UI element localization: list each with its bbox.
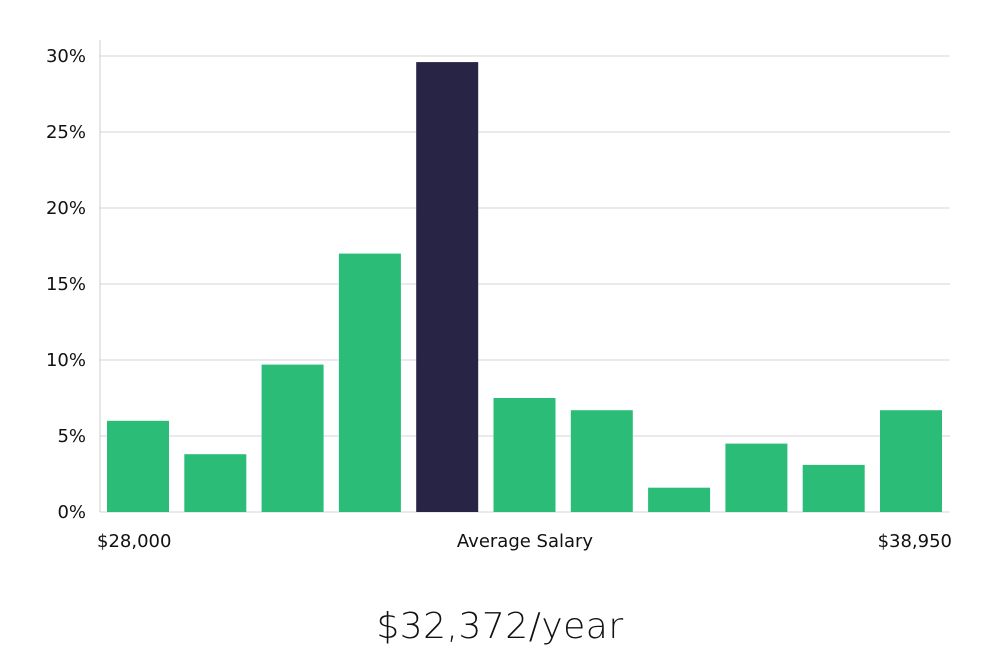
y-tick-label: 30% <box>46 46 86 67</box>
bar <box>107 420 169 512</box>
average-salary-value: $32,372/year <box>376 606 624 647</box>
bar <box>570 410 633 512</box>
x-label-average: Average Salary <box>457 531 594 552</box>
bar-average-salary <box>416 62 479 512</box>
salary-distribution-chart: 0% 5% 10% 15% 20% 25% 30% $28,000 Average Sala… <box>46 40 952 552</box>
y-tick-label: 0% <box>57 502 86 523</box>
bar <box>338 253 401 512</box>
bar <box>725 443 788 512</box>
bar <box>802 464 865 512</box>
x-label-min: $28,000 <box>97 531 171 552</box>
y-tick-label: 25% <box>46 122 86 143</box>
y-tick-label: 15% <box>46 274 86 295</box>
gridlines <box>100 55 950 513</box>
y-tick-label: 20% <box>46 198 86 219</box>
y-tick-label: 10% <box>46 350 86 371</box>
bar <box>648 487 711 512</box>
x-label-max: $38,950 <box>878 531 952 552</box>
x-axis-labels: $28,000 Average Salary $38,950 <box>97 531 952 552</box>
bar <box>184 454 247 512</box>
y-tick-label: 5% <box>57 426 86 447</box>
bar <box>880 410 942 512</box>
bar <box>261 364 324 512</box>
bar <box>493 398 556 512</box>
bars <box>107 62 942 512</box>
y-axis-tick-labels: 0% 5% 10% 15% 20% 25% 30% <box>46 46 86 523</box>
